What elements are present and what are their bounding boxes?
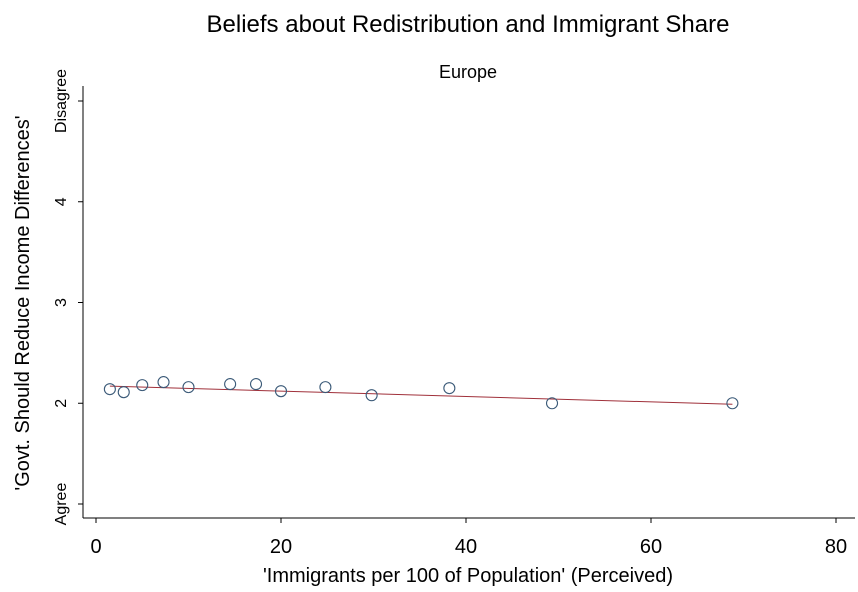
data-point	[545, 397, 559, 410]
chart-subtitle: Europe	[439, 62, 497, 82]
x-tick-label: 40	[455, 536, 477, 558]
data-point	[136, 379, 149, 392]
data-point	[103, 383, 116, 396]
x-axis-label: 'Immigrants per 100 of Population' (Perc…	[263, 565, 673, 587]
fit-line-layer	[109, 385, 733, 405]
fit-line	[109, 385, 733, 405]
chart-title: Beliefs about Redistribution and Immigra…	[207, 11, 730, 38]
x-tick-label: 20	[270, 536, 292, 558]
y-axis-label: 'Govt. Should Reduce Income Differences'	[12, 115, 34, 490]
y-tick-label: Agree	[53, 483, 70, 526]
y-tick-label: Disagree	[53, 69, 70, 133]
y-tick-label: 2	[53, 399, 70, 408]
data-point	[319, 381, 332, 394]
y-tick-label: 3	[53, 298, 70, 307]
data-point	[224, 378, 237, 391]
x-tick-label: 0	[90, 536, 101, 558]
data-point	[157, 376, 170, 389]
x-tick-label: 80	[825, 536, 847, 558]
data-point	[117, 386, 130, 399]
data-point	[443, 382, 456, 395]
data-point	[365, 389, 378, 402]
y-tick-label: 4	[53, 197, 70, 206]
data-point	[182, 381, 195, 394]
axes: 0 20 40 60 80 Agree 2 3 4 Disagree	[53, 69, 855, 558]
x-tick-label: 60	[640, 536, 662, 558]
points-layer	[103, 376, 739, 410]
data-point	[726, 397, 739, 410]
data-point	[249, 378, 263, 391]
data-point	[274, 385, 288, 398]
